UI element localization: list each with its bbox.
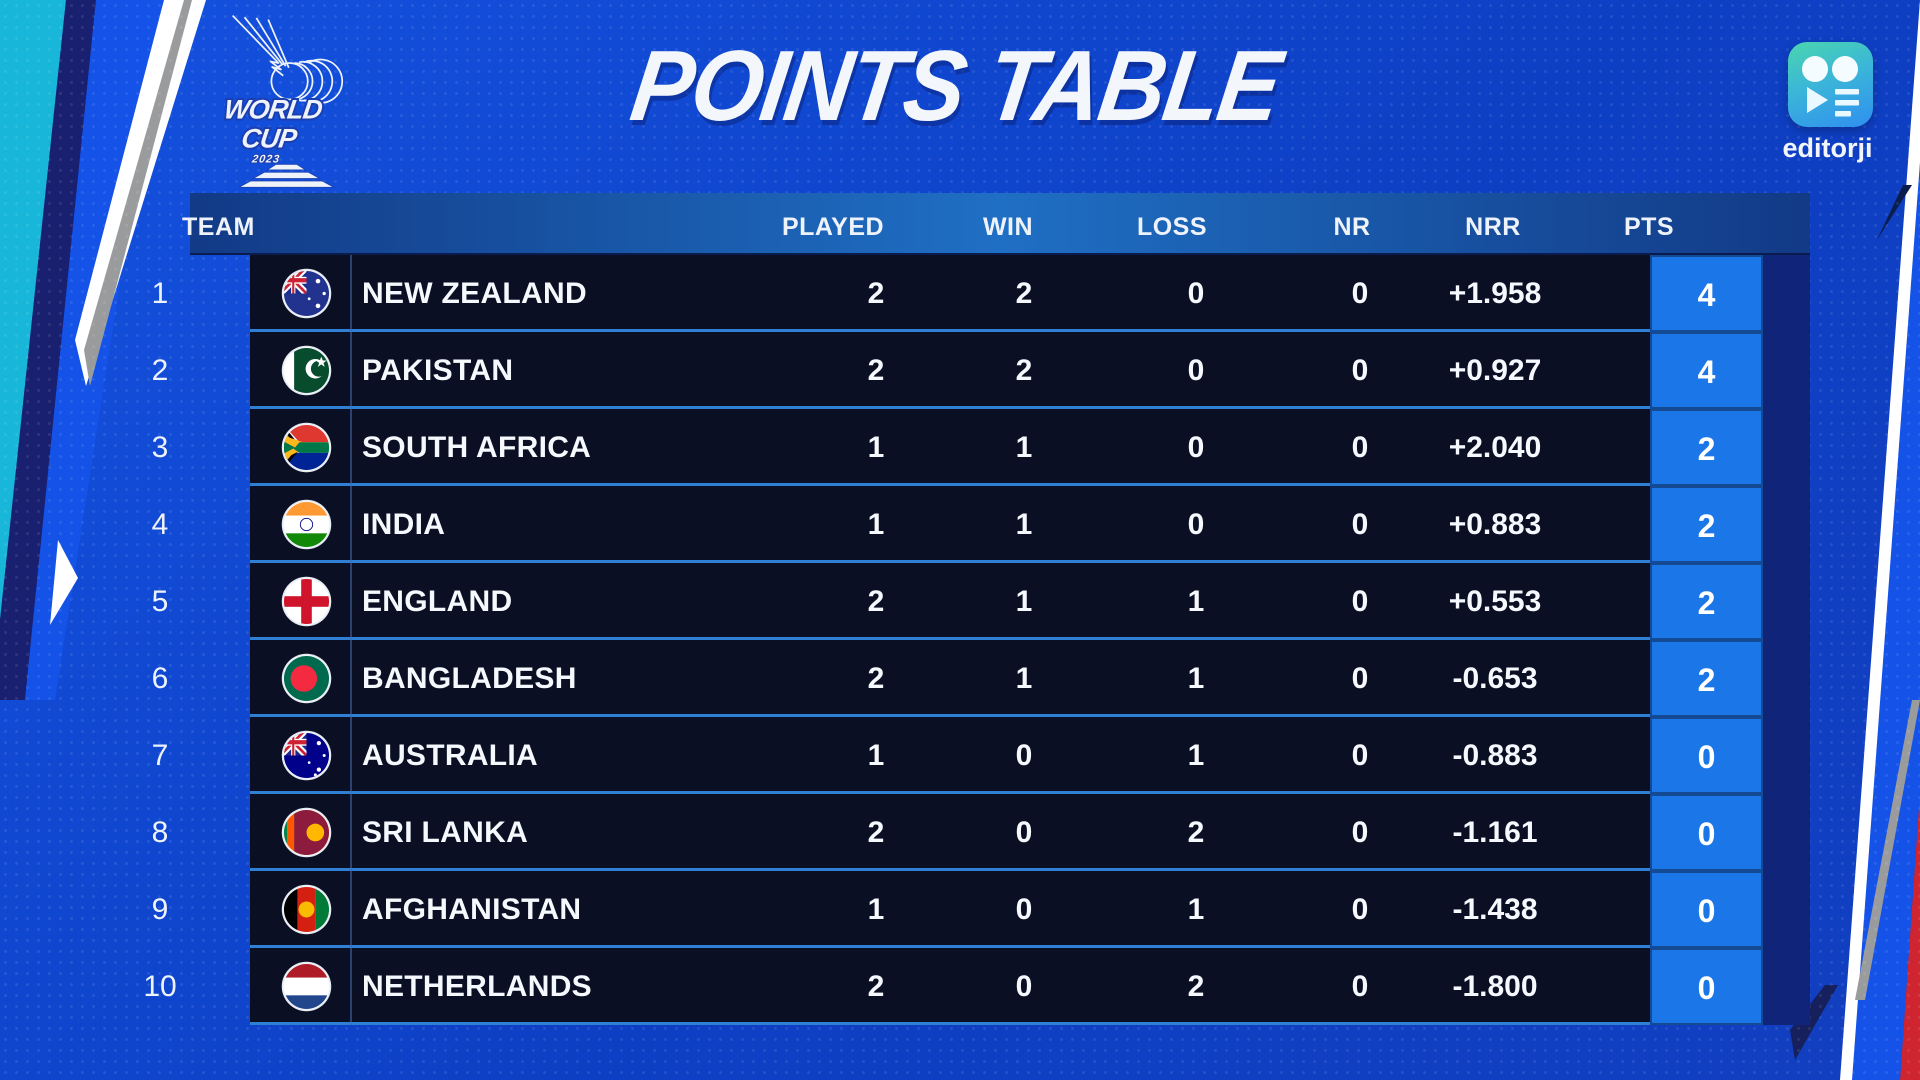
svg-text:CUP: CUP [240, 124, 300, 154]
svg-text:WORLD: WORLD [222, 95, 324, 125]
